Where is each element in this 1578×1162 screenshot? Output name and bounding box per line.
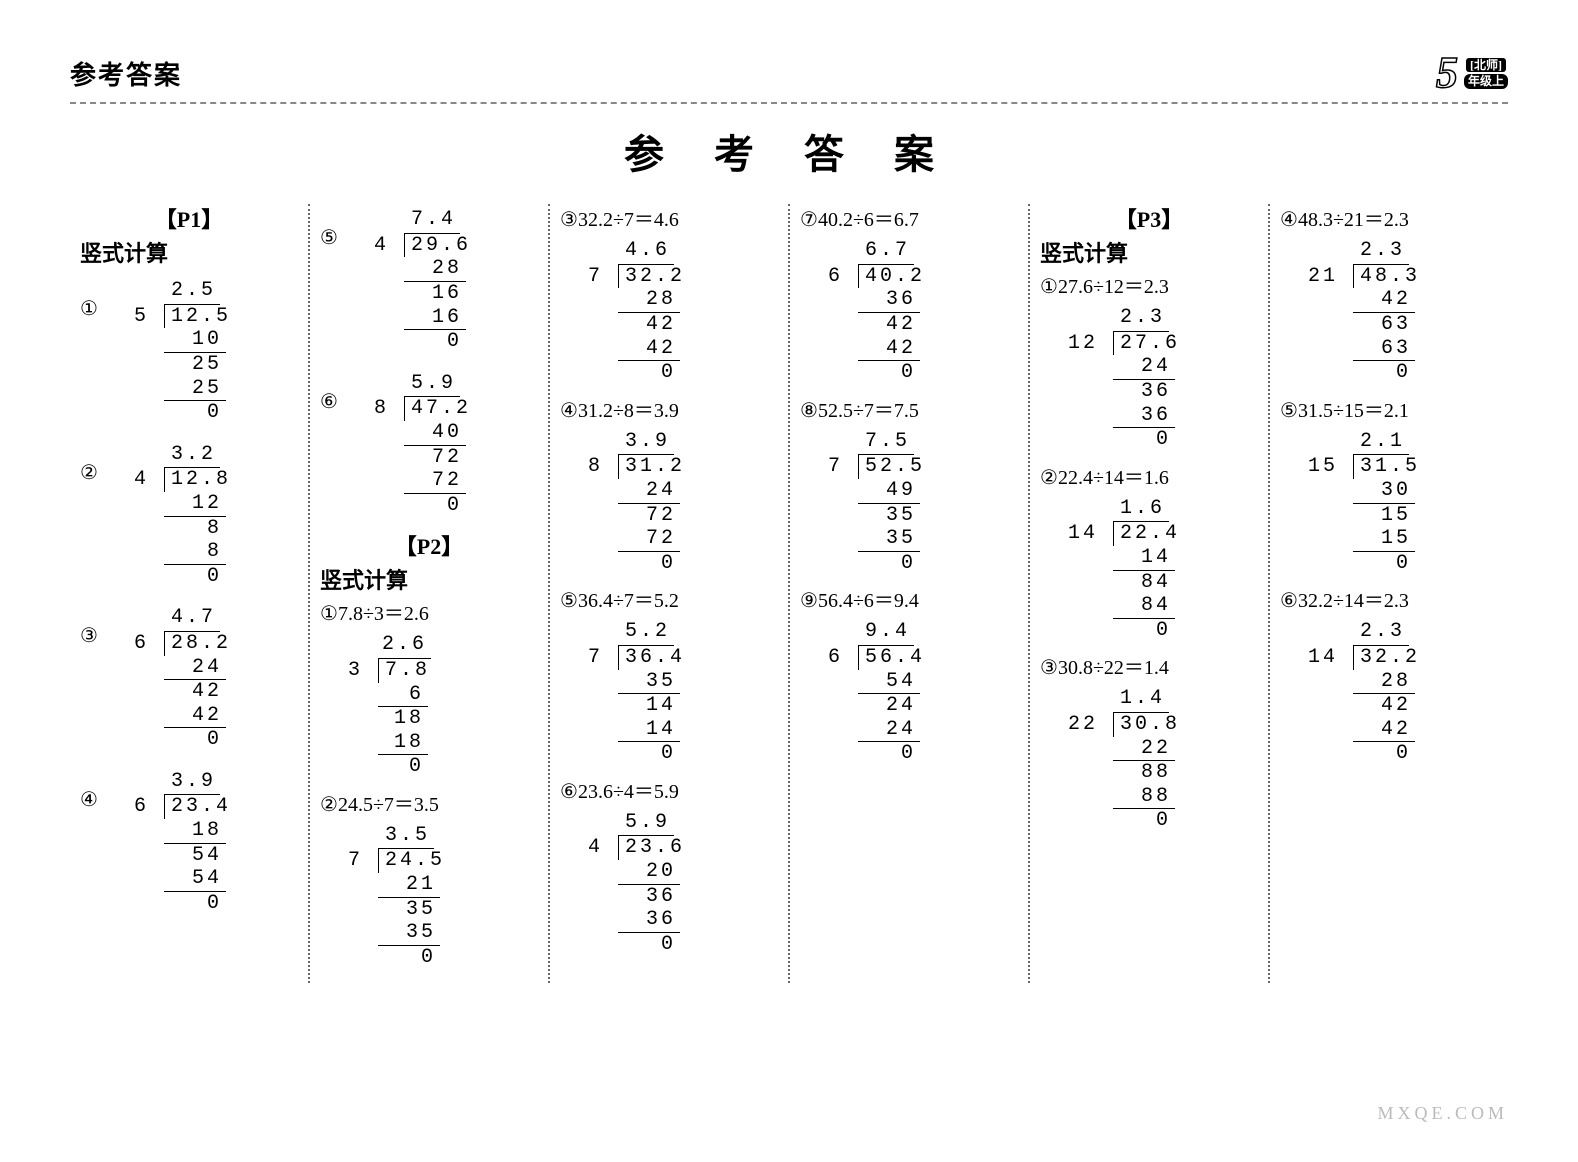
equation-line: ⑤31.5÷15＝2.1 — [1280, 399, 1498, 424]
problem-block: ⑥ 5.98 47.2 4072720 — [320, 368, 538, 532]
answer-column: ④48.3÷21＝2.3 2.321 48.3 4263630 ⑤31.5÷15＝… — [1270, 204, 1508, 983]
problem-number: ⑨ — [800, 590, 818, 612]
long-division: 5.98 47.2 4072720 — [374, 372, 471, 518]
long-division: 3.24 12.8 12880 — [134, 443, 231, 589]
problem-number: ① — [80, 298, 98, 320]
equation-line: ③30.8÷22＝1.4 — [1040, 656, 1258, 681]
problem-number: ④ — [80, 789, 98, 811]
problem-block: ① 2.55 12.5 1025250 — [80, 275, 298, 439]
answer-columns: 【P1】竖式计算① 2.55 12.5 1025250② 3.24 12.8 1… — [70, 204, 1508, 983]
long-division: 7.44 29.6 2816160 — [374, 208, 471, 354]
page-root: 参考答案 5 [北师] 年级上 参 考 答 案 【P1】竖式计算 ① 2.55 1… — [0, 0, 1578, 1162]
problem-block: ② 3.24 12.8 12880 — [80, 439, 298, 603]
equation-line: ①7.8÷3＝2.6 — [320, 602, 538, 627]
problem-number: ③ — [560, 209, 578, 231]
long-division: 6.76 40.2 3642420 — [828, 239, 1018, 385]
long-division: 2.115 31.5 3015150 — [1308, 430, 1498, 576]
long-division: 1.614 22.4 1484840 — [1068, 497, 1258, 643]
problem-block: ⑤ 7.44 29.6 2816160 — [320, 204, 538, 368]
equation-line: ④48.3÷21＝2.3 — [1280, 208, 1498, 233]
equation-line: ②24.5÷7＝3.5 — [320, 793, 538, 818]
long-division: 2.63 7.8 618180 — [348, 633, 538, 779]
answer-column: ⑤ 7.44 29.6 2816160⑥ 5.98 47.2 4072720【P… — [310, 204, 550, 983]
problem-number: ② — [1040, 467, 1058, 489]
equation-line: ②22.4÷14＝1.6 — [1040, 466, 1258, 491]
badge-number: 5 — [1436, 50, 1458, 96]
section-heading: 竖式计算 — [80, 240, 298, 268]
long-division: 9.46 56.4 5424240 — [828, 620, 1018, 766]
problem-number: ③ — [80, 625, 98, 647]
problem-number: ④ — [1280, 209, 1298, 231]
page-ref-label: 【P2】 — [320, 533, 538, 561]
section-heading: 竖式计算 — [1040, 240, 1258, 268]
equation-line: ⑨56.4÷6＝9.4 — [800, 589, 1018, 614]
header: 参考答案 5 [北师] 年级上 — [70, 50, 1508, 104]
problem-number: ⑤ — [560, 590, 578, 612]
problem-number: ⑤ — [1280, 400, 1298, 422]
long-division: 7.57 52.5 4935350 — [828, 430, 1018, 576]
problem-number: ⑥ — [560, 781, 578, 803]
long-division: 2.321 48.3 4263630 — [1308, 239, 1498, 385]
header-left-title: 参考答案 — [70, 55, 182, 92]
equation-line: ⑦40.2÷6＝6.7 — [800, 208, 1018, 233]
problem-number: ④ — [560, 400, 578, 422]
equation-line: ⑧52.5÷7＝7.5 — [800, 399, 1018, 424]
problem-number: ③ — [1040, 657, 1058, 679]
long-division: 1.422 30.8 2288880 — [1068, 687, 1258, 833]
answer-column: ⑦40.2÷6＝6.7 6.76 40.2 3642420 ⑧52.5÷7＝7.5… — [790, 204, 1030, 983]
problem-number: ⑥ — [320, 391, 338, 413]
equation-line: ⑥32.2÷14＝2.3 — [1280, 589, 1498, 614]
equation-line: ④31.2÷8＝3.9 — [560, 399, 778, 424]
grade-badge: 5 [北师] 年级上 — [1436, 50, 1508, 96]
long-division: 5.94 23.6 2036360 — [588, 811, 778, 957]
problem-block: ④ 3.96 23.4 1854540 — [80, 766, 298, 930]
problem-number: ⑥ — [1280, 590, 1298, 612]
equation-line: ⑤36.4÷7＝5.2 — [560, 589, 778, 614]
badge-bottom: 年级上 — [1464, 74, 1508, 89]
equation-line: ⑥23.6÷4＝5.9 — [560, 780, 778, 805]
problem-number: ⑦ — [800, 209, 818, 231]
footer-watermark: MXQE.COM — [1377, 1103, 1508, 1124]
long-division: 4.76 28.2 2442420 — [134, 606, 231, 752]
problem-block: ③ 4.76 28.2 2442420 — [80, 602, 298, 766]
page-ref-label: 【P3】 — [1040, 206, 1258, 234]
page-title: 参 考 答 案 — [70, 122, 1508, 180]
long-division: 5.27 36.4 3514140 — [588, 620, 778, 766]
long-division: 4.67 32.2 2842420 — [588, 239, 778, 385]
long-division: 3.96 23.4 1854540 — [134, 770, 231, 916]
section-heading: 竖式计算 — [320, 567, 538, 595]
equation-line: ③32.2÷7＝4.6 — [560, 208, 778, 233]
badge-top: [北师] — [1466, 58, 1506, 73]
long-division: 2.55 12.5 1025250 — [134, 279, 231, 425]
answer-column: ③32.2÷7＝4.6 4.67 32.2 2842420 ④31.2÷8＝3.9… — [550, 204, 790, 983]
long-division: 2.314 32.2 2842420 — [1308, 620, 1498, 766]
long-division: 3.98 31.2 2472720 — [588, 430, 778, 576]
answer-column: 【P1】竖式计算① 2.55 12.5 1025250② 3.24 12.8 1… — [70, 204, 310, 983]
page-ref-label: 【P1】 — [80, 206, 298, 234]
problem-number: ① — [1040, 276, 1058, 298]
long-division: 3.57 24.5 2135350 — [348, 824, 538, 970]
problem-number: ⑤ — [320, 227, 338, 249]
problem-number: ② — [80, 462, 98, 484]
answer-column: 【P3】竖式计算 ①27.6÷12＝2.3 2.312 27.6 2436360 ②… — [1030, 204, 1270, 983]
problem-number: ① — [320, 603, 338, 625]
problem-number: ② — [320, 794, 338, 816]
badge-side: [北师] 年级上 — [1464, 58, 1508, 89]
problem-number: ⑧ — [800, 400, 818, 422]
long-division: 2.312 27.6 2436360 — [1068, 306, 1258, 452]
equation-line: ①27.6÷12＝2.3 — [1040, 275, 1258, 300]
